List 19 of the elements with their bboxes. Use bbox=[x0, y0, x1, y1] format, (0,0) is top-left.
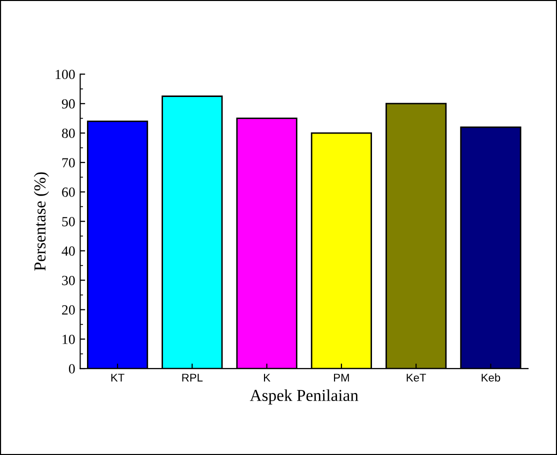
y-tick-label: 10 bbox=[62, 334, 75, 344]
y-tick-label: 0 bbox=[68, 364, 75, 374]
y-axis-title: Persentase (%) bbox=[34, 172, 49, 271]
y-tick-label: 50 bbox=[62, 216, 75, 226]
x-tick-label: Keb bbox=[482, 373, 500, 382]
y-tick-label: 40 bbox=[62, 246, 75, 256]
y-tick-label: 90 bbox=[62, 99, 75, 109]
y-tick-label: 100 bbox=[56, 70, 75, 80]
x-axis-title: Aspek Penilaian bbox=[250, 389, 358, 404]
x-tick-label: KeT bbox=[406, 374, 426, 382]
x-tick-label: KT bbox=[111, 374, 124, 382]
y-tick-label: 30 bbox=[62, 276, 75, 286]
x-tick-label: K bbox=[264, 374, 270, 382]
y-tick-label: 80 bbox=[62, 128, 75, 138]
y-tick-label: 70 bbox=[62, 158, 75, 168]
y-tick-label: 20 bbox=[62, 305, 75, 315]
x-tick-label: RPL bbox=[182, 374, 203, 382]
y-tick-label: 60 bbox=[62, 188, 75, 197]
x-tick-label: PM bbox=[334, 374, 349, 382]
